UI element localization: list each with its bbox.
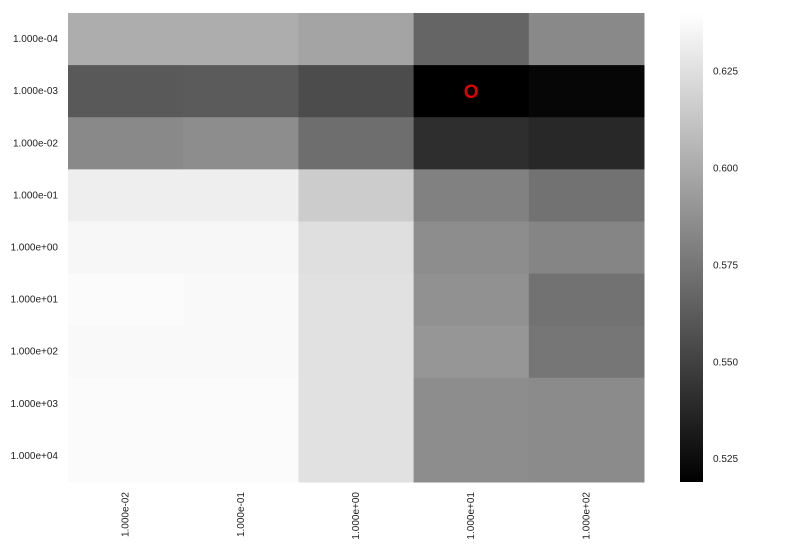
heatmap-cell — [413, 65, 530, 118]
heatmap-cell — [413, 13, 530, 66]
heatmap-cell — [183, 13, 299, 66]
y-tick-label: 1.000e+03 — [10, 399, 58, 410]
heatmap-cell — [68, 377, 184, 431]
heatmap-cell — [183, 65, 299, 118]
heatmap-cell — [183, 117, 299, 170]
heatmap-cells — [68, 13, 645, 483]
heatmap-cell — [528, 13, 645, 66]
heatmap-cell — [183, 221, 299, 275]
heatmap-cell — [68, 117, 184, 170]
heatmap-cell — [413, 325, 530, 379]
y-tick-label: 1.000e-04 — [13, 34, 58, 45]
heatmap-cell — [413, 117, 530, 170]
heatmap-cell — [183, 169, 299, 222]
colorbar-gradient — [680, 13, 703, 482]
heatmap-cell — [68, 273, 184, 327]
heatmap-cell — [413, 429, 530, 483]
heatmap-cell — [183, 325, 299, 379]
heatmap-cell — [528, 65, 645, 118]
colorbar-tick-labels: 0.525 0.550 0.575 0.600 0.625 — [713, 67, 738, 466]
y-tick-label: 1.000e+00 — [10, 243, 58, 254]
colorbar-tick-label: 0.625 — [713, 67, 738, 78]
y-tick-label: 1.000e-02 — [13, 138, 58, 149]
heatmap-cell — [68, 325, 184, 379]
x-tick-label: 1.000e-02 — [121, 492, 132, 537]
heatmap-cell — [68, 429, 184, 483]
colorbar-tick-label: 0.575 — [713, 260, 738, 271]
colorbar — [680, 13, 703, 482]
heatmap-cell — [528, 429, 645, 483]
heatmap-cell — [298, 13, 415, 66]
heatmap-cell — [298, 429, 415, 483]
colorbar-tick-label: 0.550 — [713, 357, 738, 368]
heatmap-cell — [298, 273, 415, 327]
heatmap-cell — [413, 377, 530, 431]
heatmap-cell — [68, 65, 184, 118]
heatmap-cell — [183, 429, 299, 483]
x-tick-label: 1.000e+02 — [581, 492, 592, 540]
y-tick-label: 1.000e+02 — [10, 347, 58, 358]
y-tick-label: 1.000e+01 — [10, 295, 58, 306]
x-tick-label: 1.000e+01 — [466, 492, 477, 540]
heatmap-cell — [528, 377, 645, 431]
heatmap-cell — [413, 221, 530, 275]
heatmap-cell — [528, 169, 645, 222]
heatmap-cell — [298, 377, 415, 431]
heatmap-cell — [413, 169, 530, 222]
heatmap-cell — [183, 377, 299, 431]
heatmap-cell — [298, 325, 415, 379]
heatmap-cell — [528, 325, 645, 379]
x-tick-labels: 1.000e-02 1.000e-01 1.000e+00 1.000e+01 1.00… — [121, 492, 593, 540]
y-tick-label: 1.000e-01 — [13, 190, 58, 201]
colorbar-tick-label: 0.525 — [713, 454, 738, 465]
y-tick-label: 1.000e-03 — [13, 86, 58, 97]
heatmap-cell — [528, 117, 645, 170]
heatmap-cell — [413, 273, 530, 327]
heatmap-cell — [298, 117, 415, 170]
heatmap-cell — [68, 169, 184, 222]
x-tick-label: 1.000e-01 — [236, 492, 247, 537]
colorbar-tick-label: 0.600 — [713, 164, 738, 175]
heatmap-cell — [298, 221, 415, 275]
y-tick-label: 1.000e+04 — [10, 451, 58, 462]
marker-label: O — [464, 82, 479, 103]
heatmap-cell — [68, 13, 184, 66]
heatmap-cell — [183, 273, 299, 327]
heatmap-cell — [528, 221, 645, 275]
x-tick-label: 1.000e+00 — [351, 492, 362, 540]
best-value-marker: O — [464, 82, 479, 103]
heatmap-cell — [298, 65, 415, 118]
heatmap-cell — [298, 169, 415, 222]
heatmap-cell — [68, 221, 184, 275]
y-tick-labels: 1.000e-04 1.000e-03 1.000e-02 1.000e-01 1.00… — [10, 34, 58, 462]
heatmap-cell — [528, 273, 645, 327]
